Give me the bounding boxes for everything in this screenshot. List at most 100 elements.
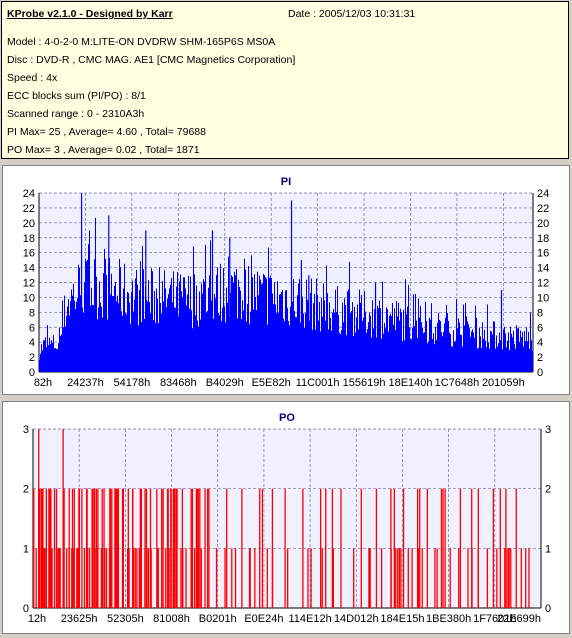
pi-bar: [452, 346, 453, 372]
pi-bar: [357, 304, 358, 372]
pi-bar: [373, 328, 374, 372]
pi-bar: [322, 316, 323, 372]
po-bar: [111, 488, 113, 608]
po-bar: [63, 488, 65, 608]
pi-bar: [503, 329, 504, 372]
po-bar: [42, 488, 44, 608]
pi-bar: [410, 338, 411, 372]
po-bar: [173, 488, 176, 608]
po-chart-panel: 0 0 1 1 2 2 3 3 12h 23625h 52305h 81008h B0201h E0E24…: [2, 401, 570, 634]
pi-bar: [450, 334, 451, 372]
po-bar: [138, 548, 140, 608]
po-bar: [35, 548, 37, 608]
po-bar: [353, 548, 355, 608]
po-bar: [505, 488, 507, 608]
pi-bar: [178, 316, 179, 372]
po-bar: [195, 488, 198, 608]
po-bar: [393, 488, 395, 608]
pi-bar: [318, 320, 319, 372]
pi-bar: [70, 301, 71, 372]
pi-bar: [249, 324, 250, 372]
pi-bar: [289, 325, 290, 372]
pi-bar: [348, 289, 349, 372]
po-bar: [165, 548, 167, 608]
pi-bar: [354, 306, 355, 372]
po-bar: [92, 488, 94, 608]
pi-bar: [290, 306, 291, 372]
pi-bar: [91, 287, 92, 372]
pi-bar: [300, 322, 301, 372]
pi-bar: [157, 298, 158, 372]
pi-bar: [334, 312, 335, 372]
pi-bar: [372, 300, 373, 372]
pi-bar: [129, 302, 130, 372]
po-bar: [504, 548, 506, 608]
pi-bar: [260, 279, 261, 372]
pi-bar: [73, 283, 74, 372]
po-bar: [147, 548, 150, 608]
pi-bar: [424, 332, 425, 372]
po-bar: [375, 488, 378, 608]
po-bar: [259, 488, 261, 608]
chart-title: PI: [281, 176, 291, 188]
pi-bar: [476, 317, 477, 372]
pi-bar: [380, 308, 381, 372]
pi-bar: [266, 278, 267, 372]
po-bar: [321, 548, 323, 608]
pi-bar: [421, 322, 422, 372]
po-bar: [101, 488, 103, 608]
po-bar: [72, 548, 74, 608]
po-bar: [128, 548, 130, 608]
x-tick-label: 201059h: [482, 377, 525, 389]
pi-bar: [281, 292, 282, 372]
pi-bar: [343, 322, 344, 372]
po-bar: [91, 488, 93, 608]
pi-bar: [116, 301, 117, 372]
pi-bar: [490, 331, 491, 372]
pi-bar: [52, 342, 53, 372]
x-tick-label: E0E24h: [244, 613, 283, 625]
pi-bar: [78, 264, 79, 372]
pi-bar: [201, 283, 202, 372]
po-bar: [172, 488, 175, 608]
po-bar: [132, 488, 134, 608]
pi-bar: [240, 290, 241, 372]
po-bar: [196, 548, 199, 608]
pi-bar: [83, 312, 84, 372]
x-tick-label: 24237h: [67, 377, 104, 389]
pi-bar: [337, 286, 338, 372]
po-bar: [407, 548, 409, 608]
pi-bar: [183, 277, 184, 372]
po-bar: [109, 488, 111, 608]
x-tick-label: 155619h: [343, 377, 386, 389]
pi-bar: [60, 335, 61, 372]
pi-bar: [335, 289, 336, 372]
y-tick-label-right: 20: [537, 218, 549, 230]
pi-bar: [110, 294, 111, 372]
pi-bar: [422, 327, 423, 372]
pi-bar: [47, 325, 48, 372]
pi-bar: [458, 318, 459, 372]
pi-bar: [115, 282, 116, 372]
pi-bar: [497, 346, 498, 372]
pi-bar: [478, 347, 479, 372]
po-chart: 0 0 1 1 2 2 3 3 12h 23625h 52305h 81008h B0201h E0E24…: [23, 412, 551, 625]
pi-bar: [413, 294, 414, 372]
pi-bar: [467, 321, 468, 372]
pi-bar: [135, 278, 136, 372]
po-bar: [200, 548, 202, 608]
pi-bar: [221, 321, 222, 372]
po-bar: [191, 548, 193, 608]
pi-bar: [315, 329, 316, 372]
pi-bar: [128, 293, 129, 372]
po-bar: [325, 488, 327, 608]
pi-bar: [395, 330, 396, 372]
x-tick-label: 23625h: [61, 613, 98, 625]
pi-bar: [258, 295, 259, 372]
pi-bar: [179, 281, 180, 372]
pi-bar: [486, 347, 487, 372]
pi-bar: [154, 291, 155, 372]
pi-bar: [48, 345, 49, 372]
y-tick-label-right: 3: [545, 424, 551, 436]
pi-bar: [311, 278, 312, 372]
